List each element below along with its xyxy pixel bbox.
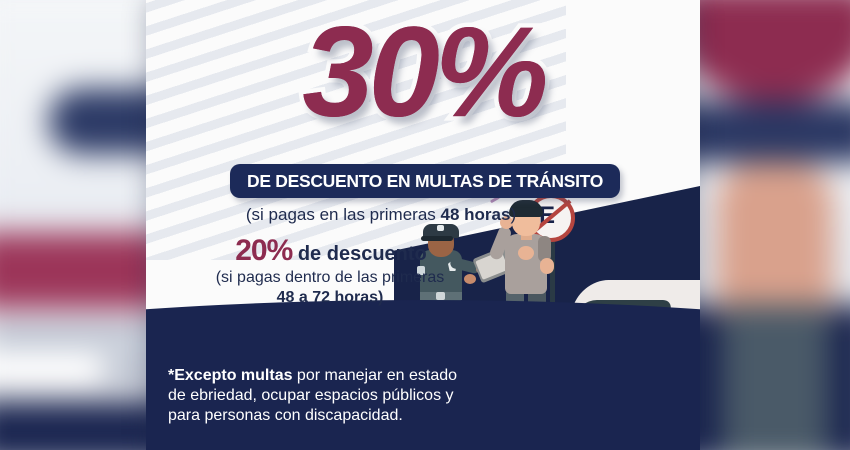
backdrop-person-torso	[716, 161, 834, 321]
driver-chest-skin	[518, 246, 534, 260]
footnote-text: por manejar en estado de ebriedad, ocupa…	[168, 367, 458, 424]
officer-shoulder-patch	[417, 266, 425, 275]
driver-neck	[521, 232, 532, 240]
officer-hand-left	[464, 274, 476, 284]
second-condition-line: (si pagas dentro de las primeras 48 a 72 …	[150, 268, 510, 308]
second-condition-bold: 48 a 72 horas)	[276, 289, 384, 306]
footnote-bold: *Excepto multas	[168, 367, 293, 384]
navy-footer-panel	[146, 300, 700, 450]
first-condition-suffix: )	[510, 205, 517, 224]
driver-hand-right	[540, 258, 554, 274]
diagonal-stripes-decor	[146, 0, 566, 260]
officer-belt-buckle	[436, 292, 445, 300]
first-condition-line: (si pagas en las primeras 48 horas)	[146, 204, 616, 226]
backdrop-maroon-text	[0, 232, 171, 309]
second-offer-percent: 20%	[235, 234, 293, 267]
footnote: *Excepto multas por manejar en estado de…	[168, 366, 468, 426]
first-condition-prefix: (si pagas en las primeras	[245, 205, 441, 224]
officer-cap	[423, 224, 459, 238]
poster-card: E	[146, 0, 700, 450]
driver-hair	[509, 200, 543, 217]
discount-banner: DE DESCUENTO EN MULTAS DE TRÁNSITO	[230, 164, 620, 198]
backdrop-person-legs	[722, 304, 829, 450]
headline-percent: 30%	[302, 1, 548, 144]
second-offer-row: 20% de descuento	[156, 234, 506, 271]
driver-sleeve-right	[538, 236, 551, 262]
navy-footer-shape	[146, 294, 700, 450]
second-offer-label: de descuento	[292, 243, 427, 265]
second-condition-prefix: (si pagas dentro de las primeras	[215, 269, 445, 286]
discount-banner-label: DE DESCUENTO EN MULTAS DE TRÁNSITO	[246, 171, 604, 191]
officer-cap-brim	[421, 236, 453, 241]
driver-hand-on-head	[500, 216, 513, 229]
text-layer: 30% 30% DE DESCUENTO EN MULTAS DE TRÁNSI…	[146, 0, 700, 450]
officer-cap-badge-icon	[437, 225, 444, 231]
headline-percent-outline: 30%	[298, 1, 553, 144]
first-condition-bold: 48 horas	[440, 205, 511, 224]
